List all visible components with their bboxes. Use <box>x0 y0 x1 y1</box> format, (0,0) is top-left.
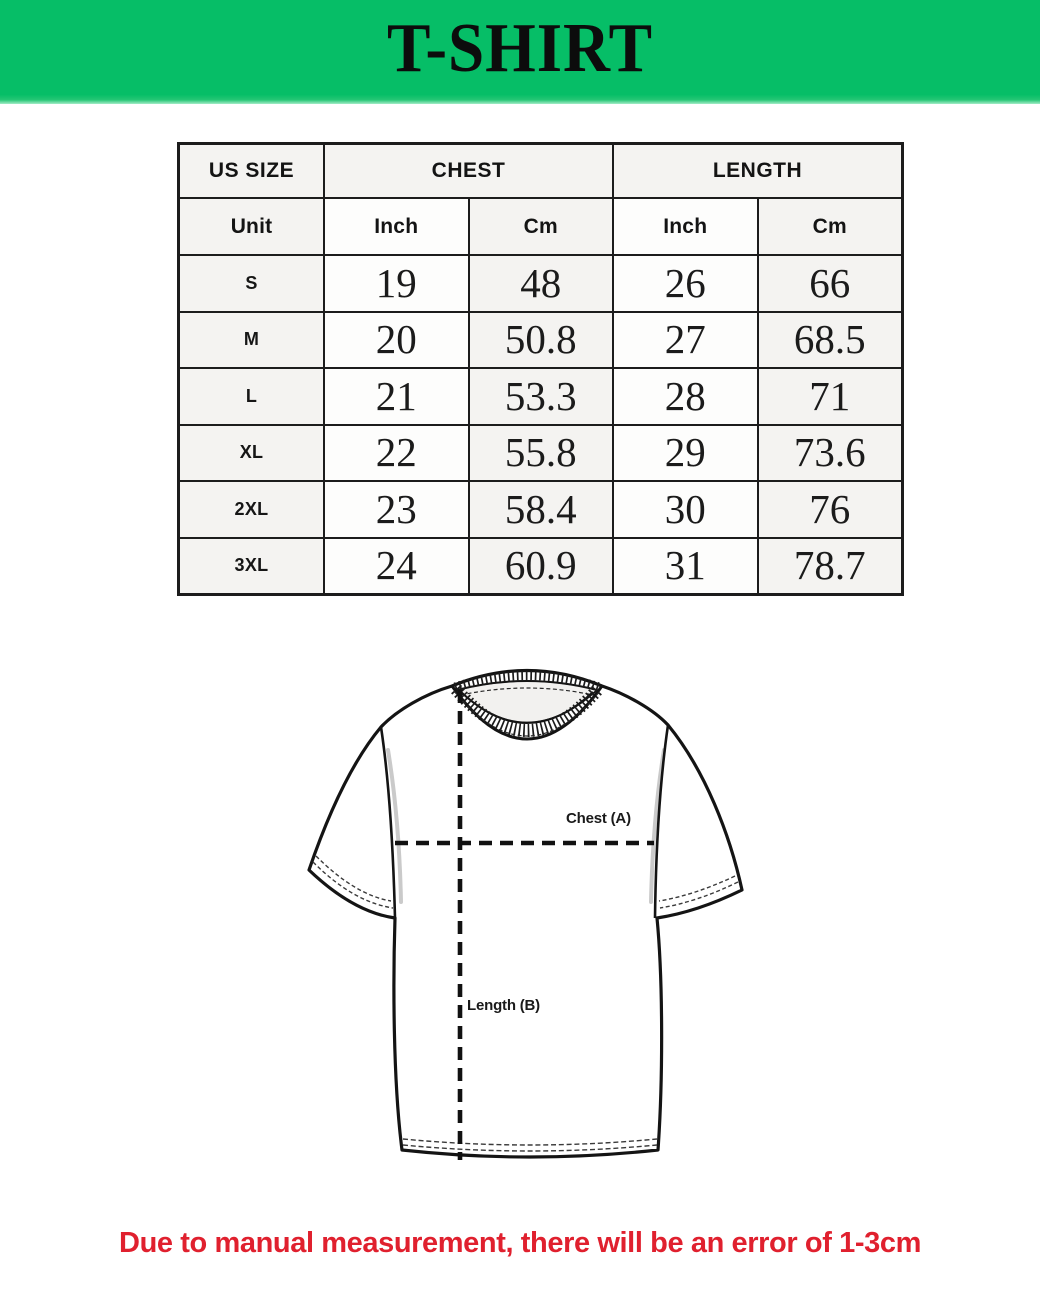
unit-length-cm: Cm <box>758 199 901 254</box>
chest-cm-value: 60.9 <box>469 538 612 593</box>
chest-inch-value: 22 <box>325 425 468 480</box>
tshirt-diagram: Chest (A) Length (B) <box>285 650 760 1200</box>
sleeve-stitch-right-2 <box>658 875 736 902</box>
armhole-seam-left <box>379 726 397 919</box>
measurement-disclaimer: Due to manual measurement, there will be… <box>119 1227 921 1259</box>
chest-inch-value: 24 <box>325 538 468 593</box>
chest-inch-value: 21 <box>325 369 468 424</box>
length-measure-label: Length (B) <box>467 997 540 1014</box>
chest-cm-value: 50.8 <box>469 312 612 367</box>
armhole-seam-right <box>653 724 670 919</box>
length-cm-value: 73.6 <box>758 425 901 480</box>
sleeve-stitch-left-2 <box>315 855 392 902</box>
chest-cm-value: 48 <box>469 256 612 311</box>
collar-rib-front <box>451 684 603 737</box>
chest-inch-value: 19 <box>325 256 468 311</box>
sleeve-stitch-right-1 <box>659 881 739 909</box>
size-label: XL <box>180 425 323 480</box>
collar-back-band-bottom <box>456 680 598 691</box>
page-title: T-SHIRT <box>387 10 653 87</box>
length-cm-value: 66 <box>758 256 901 311</box>
size-label: L <box>180 369 323 424</box>
tshirt-body-outline <box>307 668 744 1159</box>
length-cm-value: 68.5 <box>758 312 901 367</box>
chest-cm-value: 58.4 <box>469 482 612 537</box>
size-label: 2XL <box>180 482 323 537</box>
tshirt-sketch <box>307 668 744 1160</box>
length-inch-value: 31 <box>614 538 757 593</box>
length-inch-value: 29 <box>614 425 757 480</box>
chest-measure-label: Chest (A) <box>566 810 631 827</box>
chest-inch-value: 20 <box>325 312 468 367</box>
title-banner: T-SHIRT <box>0 0 1040 104</box>
size-label: S <box>180 256 323 311</box>
chest-cm-value: 55.8 <box>469 425 612 480</box>
size-table: US SIZE CHEST LENGTH Unit Inch Cm Inch C… <box>177 142 904 596</box>
column-header-chest: CHEST <box>325 145 612 197</box>
armhole-shade-left <box>386 748 403 904</box>
collar-seam-front-dashed <box>453 690 601 737</box>
length-inch-value: 28 <box>614 369 757 424</box>
column-header-us-size: US SIZE <box>180 145 323 197</box>
size-label: 3XL <box>180 538 323 593</box>
chest-cm-value: 53.3 <box>469 369 612 424</box>
length-inch-value: 30 <box>614 482 757 537</box>
unit-chest-inch: Inch <box>325 199 468 254</box>
length-cm-value: 78.7 <box>758 538 901 593</box>
collar-rib-back <box>453 671 601 692</box>
length-inch-value: 26 <box>614 256 757 311</box>
unit-length-inch: Inch <box>614 199 757 254</box>
length-cm-value: 71 <box>758 369 901 424</box>
column-header-length: LENGTH <box>614 145 901 197</box>
bottom-hem-stitch-1 <box>402 1138 658 1146</box>
collar-seam-back-dashed <box>460 687 594 696</box>
unit-row-label: Unit <box>180 199 323 254</box>
unit-chest-cm: Cm <box>469 199 612 254</box>
chest-inch-value: 23 <box>325 482 468 537</box>
length-inch-value: 27 <box>614 312 757 367</box>
length-cm-value: 76 <box>758 482 901 537</box>
bottom-hem-stitch-2 <box>402 1144 658 1152</box>
armhole-shade-right <box>649 748 666 904</box>
size-label: M <box>180 312 323 367</box>
